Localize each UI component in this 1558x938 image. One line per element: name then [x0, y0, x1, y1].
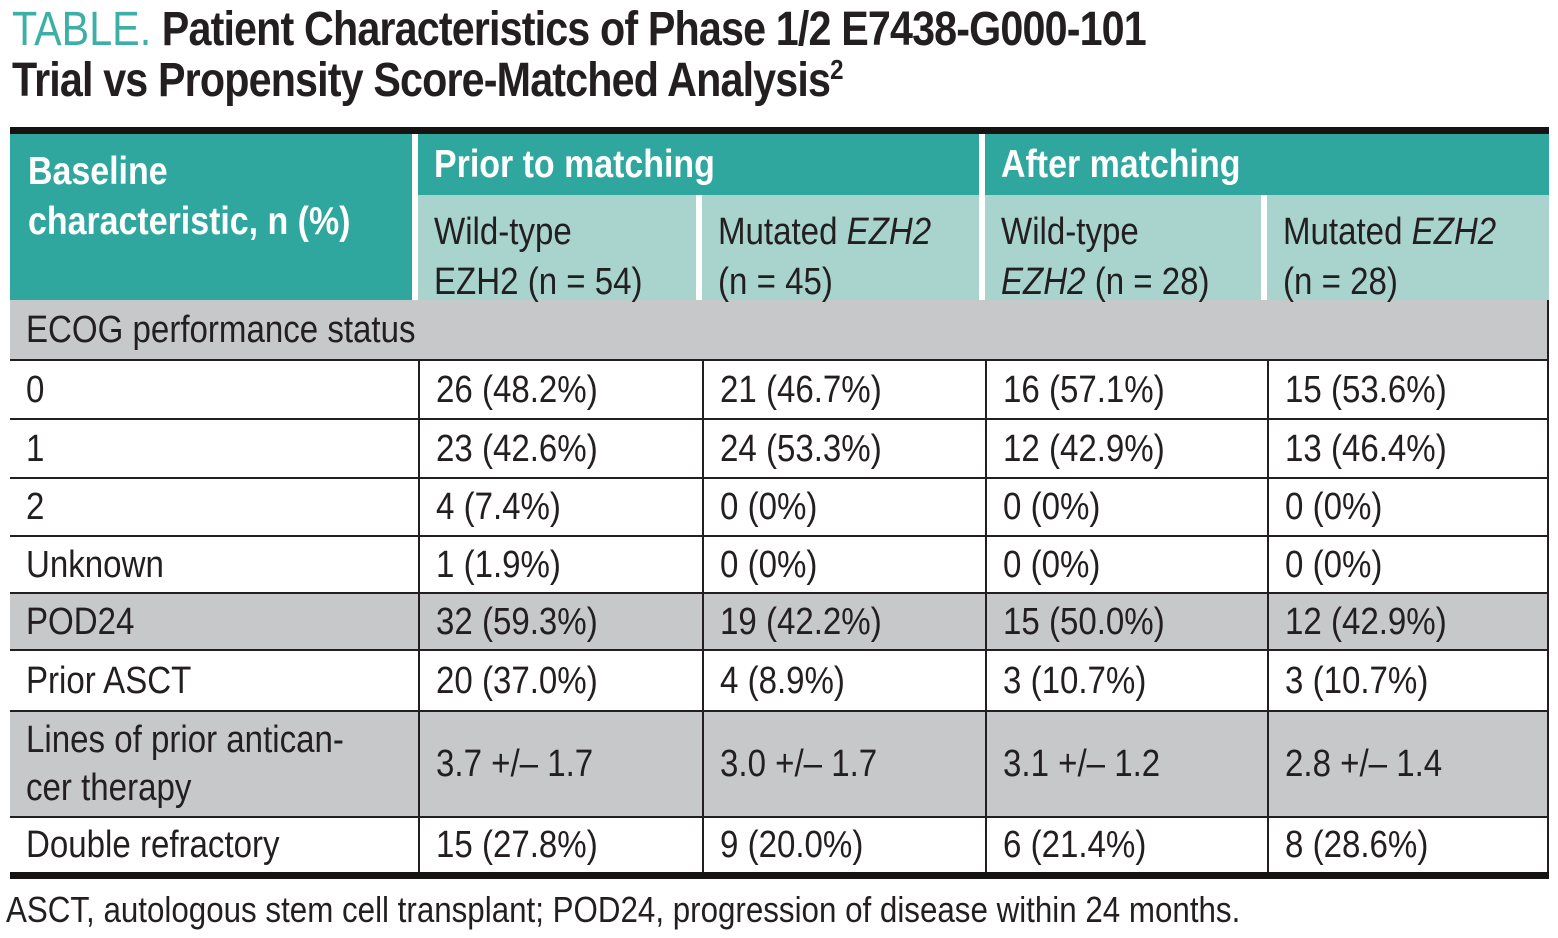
value-cell: 15 (53.6%): [1267, 361, 1547, 418]
table-row: Double refractory 15 (27.8%) 9 (20.0%) 6…: [10, 816, 1547, 872]
subheader-text: (n = 28): [1283, 261, 1398, 303]
value-cell: 3 (10.7%): [985, 651, 1267, 710]
value-cell: 1 (1.9%): [418, 537, 702, 592]
value-cell: 8 (28.6%): [1267, 818, 1547, 872]
table-row: 1 23 (42.6%) 24 (53.3%) 12 (42.9%) 13 (4…: [10, 418, 1547, 477]
row-label-cell: 0: [26, 368, 45, 411]
subheader-text: Mutated: [718, 211, 847, 253]
value-cell: 32 (59.3%): [418, 594, 702, 649]
value-cell: 19 (42.2%): [702, 594, 985, 649]
table-row: Prior ASCT 20 (37.0%) 4 (8.9%) 3 (10.7%)…: [10, 649, 1547, 710]
group-label: After matching: [1001, 142, 1241, 186]
value-cell: 12 (42.9%): [985, 420, 1267, 477]
table-footnote: ASCT, autologous stem cell transplant; P…: [6, 889, 1425, 931]
table-row: 0 26 (48.2%) 21 (46.7%) 16 (57.1%) 15 (5…: [10, 359, 1547, 418]
title-line-2: Trial vs Propensity Score-Matched Analys…: [12, 54, 1146, 112]
table-header: Baseline characteristic, n (%) Prior to …: [10, 134, 1549, 303]
value-cell: 2.8 +/– 1.4: [1267, 712, 1547, 816]
row-label-cell: Double refractory: [26, 824, 280, 866]
subheader-mutated-after: Mutated EZH2 (n = 28): [1267, 195, 1549, 303]
subheader-italic: EZH2: [1001, 261, 1086, 303]
value-cell: 0 (0%): [985, 479, 1267, 535]
value-cell: 12 (42.9%): [1267, 594, 1547, 649]
value-cell: 3.7 +/– 1.7: [418, 712, 702, 816]
value-cell: 15 (50.0%): [985, 594, 1267, 649]
value-cell: 20 (37.0%): [418, 651, 702, 710]
table-row: 2 4 (7.4%) 0 (0%) 0 (0%) 0 (0%): [10, 477, 1547, 535]
value-cell: 4 (7.4%): [418, 479, 702, 535]
value-cell: 3 (10.7%): [1267, 651, 1547, 710]
value-cell: 3.0 +/– 1.7: [702, 712, 985, 816]
value-cell: 0 (0%): [985, 537, 1267, 592]
value-cell: 15 (27.8%): [418, 818, 702, 872]
section-row-ecog: ECOG performance status: [10, 300, 1547, 359]
value-cell: 3.1 +/– 1.2: [985, 712, 1267, 816]
row-label-cell: Unknown: [26, 543, 164, 586]
footnote-text: ASCT, autologous stem cell transplant; P…: [6, 889, 1241, 930]
subheader-italic: EZH2: [846, 211, 932, 253]
corner-label: Baseline characteristic, n (%): [28, 150, 351, 243]
table-row: Lines of prior antican- cer therapy 3.7 …: [10, 710, 1547, 816]
subheader-wildtype-after: Wild-type EZH2 (n = 28): [985, 195, 1267, 303]
table-title: TABLE. Patient Characteristics of Phase …: [12, 4, 1330, 112]
value-cell: 0 (0%): [1267, 537, 1547, 592]
header-group-prior-to-matching: Prior to matching: [418, 134, 985, 195]
value-cell: 0 (0%): [702, 479, 985, 535]
subheader-text: Wild-type: [1001, 211, 1139, 253]
subheader-text: Mutated: [1283, 211, 1412, 253]
patient-characteristics-table: Baseline characteristic, n (%) Prior to …: [10, 127, 1549, 879]
value-cell: 4 (8.9%): [702, 651, 985, 710]
subheader-text: EZH2 (n = 54): [434, 261, 643, 303]
subheader-text: Wild-type: [434, 211, 572, 253]
row-label-cell: POD24: [10, 594, 418, 649]
subheader-text: (n = 28): [1085, 261, 1210, 303]
value-cell: 23 (42.6%): [418, 420, 702, 477]
value-cell: 13 (46.4%): [1267, 420, 1547, 477]
group-label: Prior to matching: [434, 142, 715, 186]
subheader-mutated-prior: Mutated EZH2 (n = 45): [702, 195, 985, 303]
title-text-2: Trial vs Propensity Score-Matched Analys…: [12, 54, 831, 107]
value-cell: 16 (57.1%): [985, 361, 1267, 418]
header-baseline-characteristic: Baseline characteristic, n (%): [10, 134, 418, 300]
value-cell: 6 (21.4%): [985, 818, 1267, 872]
value-cell: 24 (53.3%): [702, 420, 985, 477]
row-label-cell: 2: [26, 486, 45, 528]
title-tag: TABLE.: [12, 3, 152, 56]
subheader-wildtype-prior: Wild-type EZH2 (n = 54): [418, 195, 702, 303]
value-cell: 0 (0%): [702, 537, 985, 592]
subheader-text: (n = 45): [718, 261, 833, 303]
value-cell: 26 (48.2%): [418, 361, 702, 418]
value-cell: 21 (46.7%): [702, 361, 985, 418]
table-row: Unknown 1 (1.9%) 0 (0%) 0 (0%) 0 (0%): [10, 535, 1547, 592]
title-line-1: TABLE. Patient Characteristics of Phase …: [12, 3, 1147, 56]
table-body: ECOG performance status 0 26 (48.2%) 21 …: [10, 300, 1549, 872]
title-text-1: Patient Characteristics of Phase 1/2 E74…: [151, 3, 1147, 56]
row-label-cell: Lines of prior antican- cer therapy: [10, 712, 418, 816]
row-label-cell: Prior ASCT: [26, 659, 192, 702]
table-row: POD24 32 (59.3%) 19 (42.2%) 15 (50.0%) 1…: [10, 592, 1547, 649]
value-cell: 0 (0%): [1267, 479, 1547, 535]
row-label-cell: 1: [26, 427, 45, 470]
header-group-after-matching: After matching: [985, 134, 1549, 195]
value-cell: 9 (20.0%): [702, 818, 985, 872]
section-label-cell: ECOG performance status: [10, 300, 1547, 359]
title-superscript: 2: [830, 54, 843, 85]
subheader-italic: EZH2: [1411, 211, 1497, 253]
section-label: ECOG performance status: [26, 308, 416, 351]
